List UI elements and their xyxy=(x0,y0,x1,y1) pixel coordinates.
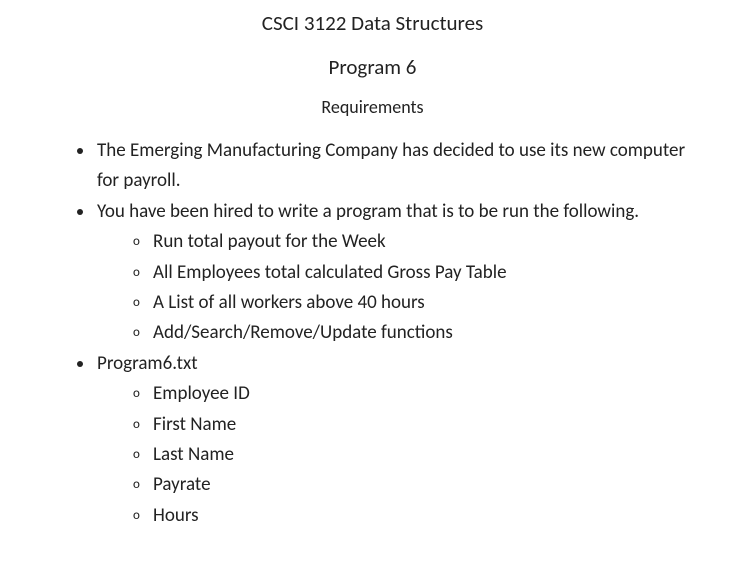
sub-list-item: A List of all workers above 40 hours xyxy=(133,288,705,318)
list-item: Program6.txt Employee ID First Name Last… xyxy=(95,349,705,531)
requirements-list: The Emerging Manufacturing Company has d… xyxy=(40,136,705,531)
course-title: CSCI 3122 Data Structures xyxy=(40,10,705,36)
sub-list-item: Add/Search/Remove/Update functions xyxy=(133,318,705,348)
list-item: You have been hired to write a program t… xyxy=(95,197,705,349)
document-page: CSCI 3122 Data Structures Program 6 Requ… xyxy=(0,0,745,531)
sub-list-item: All Employees total calculated Gross Pay… xyxy=(133,258,705,288)
sub-list-item: Payrate xyxy=(133,470,705,500)
section-title: Requirements xyxy=(40,96,705,118)
program-title: Program 6 xyxy=(40,54,705,80)
list-item: The Emerging Manufacturing Company has d… xyxy=(95,136,705,197)
sub-list: Run total payout for the Week All Employ… xyxy=(97,227,705,349)
sub-list-item: Hours xyxy=(133,501,705,531)
sub-list-item: First Name xyxy=(133,410,705,440)
sub-list: Employee ID First Name Last Name Payrate… xyxy=(97,379,705,531)
list-item-text: Program6.txt xyxy=(97,352,198,375)
sub-list-item: Employee ID xyxy=(133,379,705,409)
list-item-text: The Emerging Manufacturing Company has d… xyxy=(97,139,685,192)
list-item-text: You have been hired to write a program t… xyxy=(97,200,639,223)
sub-list-item: Last Name xyxy=(133,440,705,470)
sub-list-item: Run total payout for the Week xyxy=(133,227,705,257)
